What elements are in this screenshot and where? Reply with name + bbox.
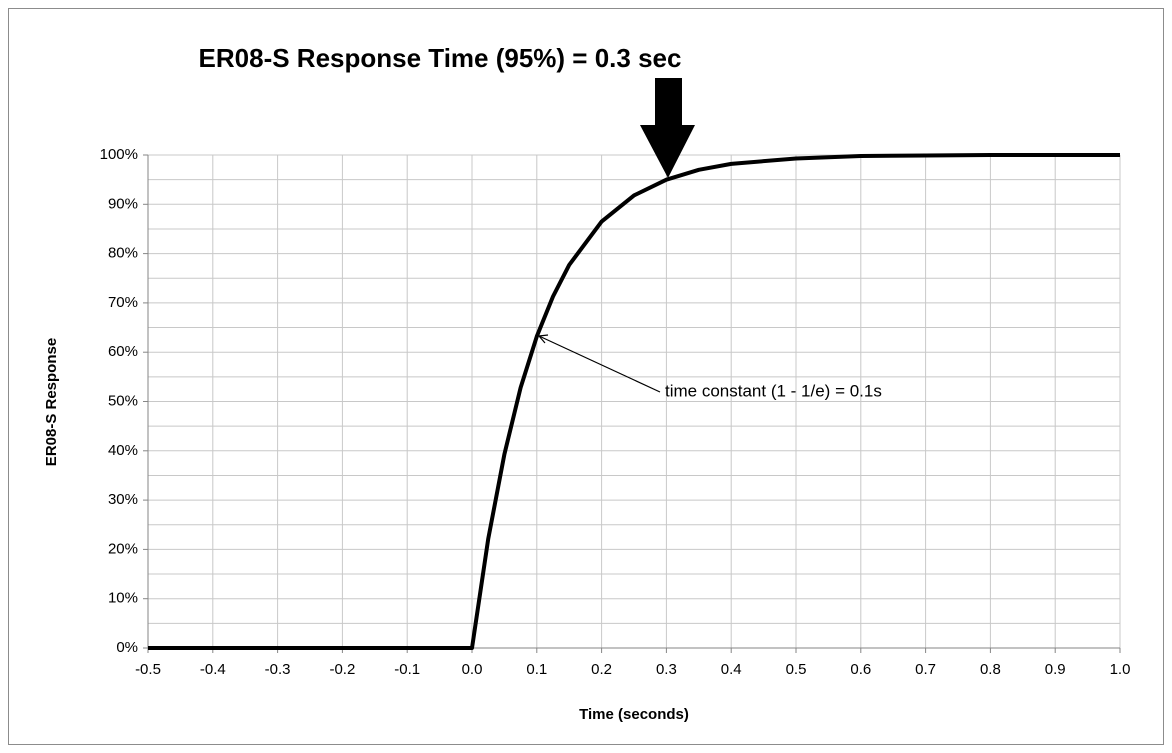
chart-title: ER08-S Response Time (95%) = 0.3 sec xyxy=(199,43,682,73)
annotation: time constant (1 - 1/e) = 0.1s xyxy=(665,381,882,400)
y-axis-label: ER08-S Response xyxy=(43,338,60,466)
x-tick-label: -0.1 xyxy=(394,661,420,678)
x-tick-label: -0.4 xyxy=(200,661,226,678)
x-tick-label: 0.3 xyxy=(656,661,677,678)
y-tick-label: 90% xyxy=(108,195,138,212)
x-tick-label: 0.0 xyxy=(462,661,483,678)
marks xyxy=(148,153,1120,650)
line xyxy=(148,153,1120,650)
x-tick-label: -0.2 xyxy=(329,661,355,678)
x-tick-label: 0.4 xyxy=(721,661,742,678)
x-tick-label: 0.5 xyxy=(786,661,807,678)
annotation-arrow xyxy=(538,335,661,393)
grid xyxy=(143,154,1121,653)
x-tick-label: 0.6 xyxy=(850,661,871,678)
y-tick-label: 10% xyxy=(108,590,138,607)
big-arrow xyxy=(640,78,695,178)
x-tick-label: 0.1 xyxy=(526,661,547,678)
y-tick-label: 40% xyxy=(108,442,138,459)
x-tick-label: 0.8 xyxy=(980,661,1001,678)
x-tick-label: 0.2 xyxy=(591,661,612,678)
x-axis-label: Time (seconds) xyxy=(579,706,689,723)
y-tick-label: 50% xyxy=(108,392,138,409)
y-tick-label: 60% xyxy=(108,343,138,360)
y-tick-label: 100% xyxy=(100,146,138,163)
y-tick-label: 0% xyxy=(116,639,138,656)
y-tick-label: 80% xyxy=(108,245,138,262)
x-tick-label: 1.0 xyxy=(1110,661,1131,678)
x-tick-label: -0.5 xyxy=(135,661,161,678)
y-tick-label: 20% xyxy=(108,540,138,557)
x-tick-label: -0.3 xyxy=(265,661,291,678)
x-tick-label: 0.9 xyxy=(1045,661,1066,678)
y-tick-label: 30% xyxy=(108,491,138,508)
annotation-arrowhead xyxy=(537,334,549,344)
x-tick-label: 0.7 xyxy=(915,661,936,678)
y-tick-label: 70% xyxy=(108,294,138,311)
